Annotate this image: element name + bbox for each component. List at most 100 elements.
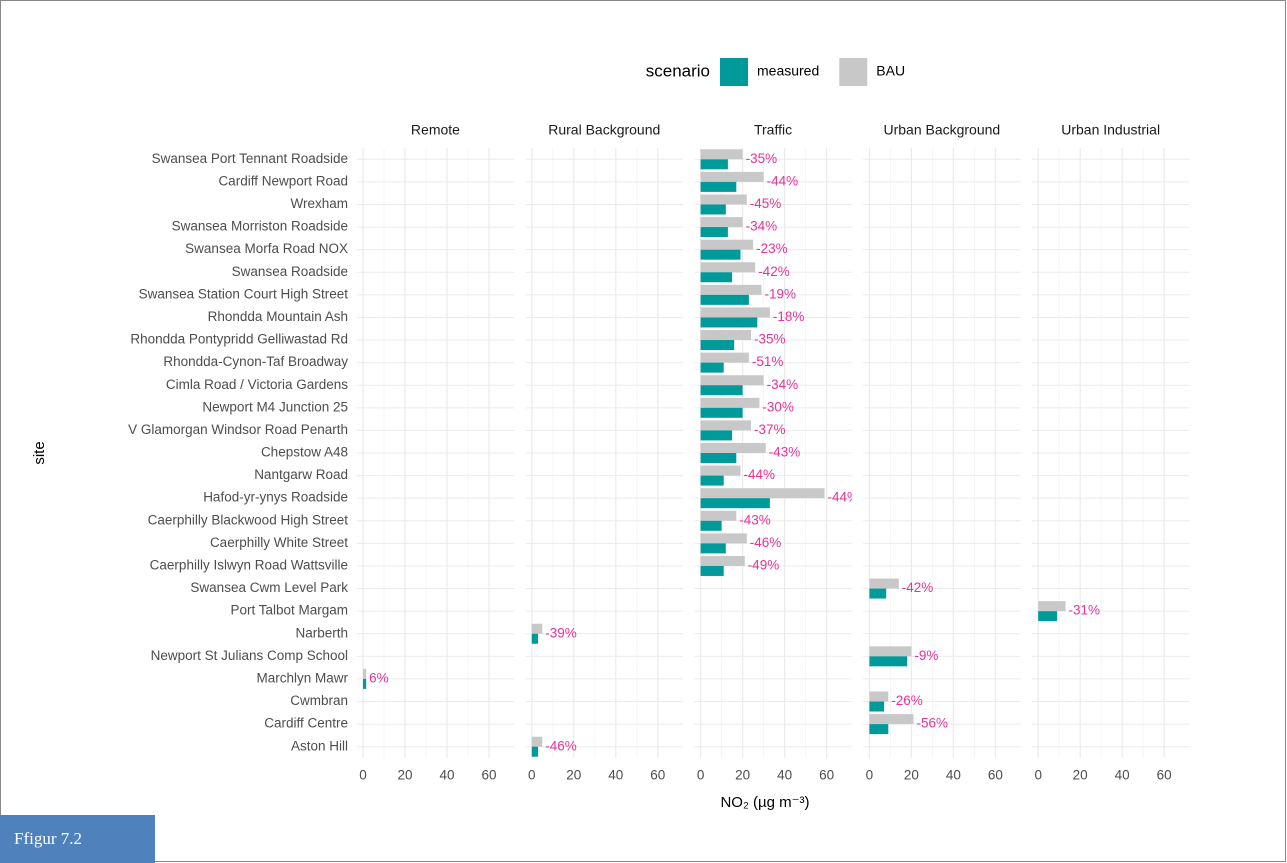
legend-title: scenario [646,61,710,80]
y-tick-label: Narberth [295,625,348,640]
panel-marks: 6% [363,668,389,689]
panel-marks: -30% [700,397,794,418]
data-label: -19% [765,286,797,301]
panel-marks: -9% [869,646,938,667]
bar [700,555,745,566]
panel-marks: -19% [700,284,797,305]
legend-label: measured [757,63,819,79]
legend-label: BAU [876,63,905,79]
y-axis-title: site [31,441,48,464]
data-label: -44% [828,490,860,505]
y-tick-label: Swansea Station Court High Street [139,286,349,301]
data-label: -46% [750,535,782,550]
panel-marks: -23% [700,239,788,260]
panel-marks: -35% [700,330,786,351]
y-tick-label: Port Talbot Margam [230,603,348,618]
panel-marks: -51% [700,352,783,373]
y-tick-label: Swansea Morfa Road NOX [185,241,348,256]
data-label: -9% [914,648,938,663]
panel-marks: -34% [700,375,798,396]
panel-marks: -34% [700,217,777,238]
y-tick-label: Hafod-yr-ynys Roadside [203,490,348,505]
x-tick-label: 60 [819,768,834,783]
bar [700,204,726,215]
panel-marks: -56% [869,714,949,735]
data-label: -26% [891,693,923,708]
y-tick-label: V Glamorgan Windsor Road Penarth [128,422,348,437]
x-tick-label: 40 [439,768,454,783]
bar [700,159,728,170]
data-label: -46% [545,738,577,753]
bar [869,691,889,702]
bar [531,633,539,644]
y-tick-label: Aston Hill [291,738,348,753]
bar [700,443,766,453]
bar [700,430,733,441]
panel-marks: -46% [700,533,782,554]
panel-marks: -49% [700,555,779,576]
x-tick-label: 40 [1115,768,1130,783]
data-label: -56% [917,716,949,731]
y-tick-label: Newport M4 Junction 25 [202,399,348,414]
bar [700,294,749,305]
y-tick-label: Swansea Cwm Level Park [190,580,348,595]
x-tick-label: 40 [946,768,961,783]
panel-marks: -42% [869,578,933,599]
panel-marks: -44% [700,465,776,486]
caption-box [0,815,155,863]
bar [700,340,735,351]
bar [700,407,743,418]
caption: Ffigur 7.2 [14,829,82,848]
y-tick-label: Wrexham [290,196,348,211]
y-tick-label: Rhondda Pontypridd Gelliwastad Rd [130,332,348,347]
bar [700,330,751,341]
bar [700,498,770,509]
bar [363,668,367,679]
y-tick-label: Chepstow A48 [261,445,348,460]
bar [700,543,726,554]
facet-label: Urban Industrial [1061,122,1160,138]
bar [869,656,908,667]
x-tick-label: 0 [697,768,705,783]
bar [700,453,737,463]
bar [700,475,724,486]
bar [531,746,539,757]
panel-marks: -35% [700,149,778,170]
x-tick-label: 0 [866,768,874,783]
panel-marks: -44% [700,488,860,509]
bar [700,465,741,476]
bar [700,362,724,373]
bar [869,714,914,725]
bar [700,317,758,328]
y-tick-label: Swansea Roadside [232,264,348,279]
bar [700,397,760,408]
facet-label: Urban Background [883,122,1000,138]
bar [700,227,728,238]
bar [700,217,743,228]
x-tick-label: 20 [735,768,750,783]
y-tick-label: Caerphilly Blackwood High Street [148,512,349,527]
x-tick-label: 0 [1034,768,1042,783]
bar [700,510,737,521]
bar [531,736,543,747]
data-label: -31% [1069,603,1101,618]
bar [700,520,722,531]
x-tick-label: 60 [481,768,496,783]
panel-marks: -37% [700,420,786,441]
bar [700,307,770,318]
data-label: -44% [744,467,776,482]
bar [869,578,899,589]
x-tick-label: 0 [528,768,536,783]
y-tick-label: Rhondda-Cynon-Taf Broadway [163,354,348,369]
bar [700,375,764,386]
y-tick-label: Cardiff Centre [264,716,348,731]
data-label: -35% [746,151,778,166]
x-tick-label: 60 [650,768,665,783]
bar [531,623,543,634]
data-label: -37% [754,422,786,437]
panel-marks: -31% [1038,601,1101,622]
bar [363,678,367,689]
panel-marks: -44% [700,171,798,192]
data-label: -43% [769,445,801,460]
bar [700,249,741,260]
